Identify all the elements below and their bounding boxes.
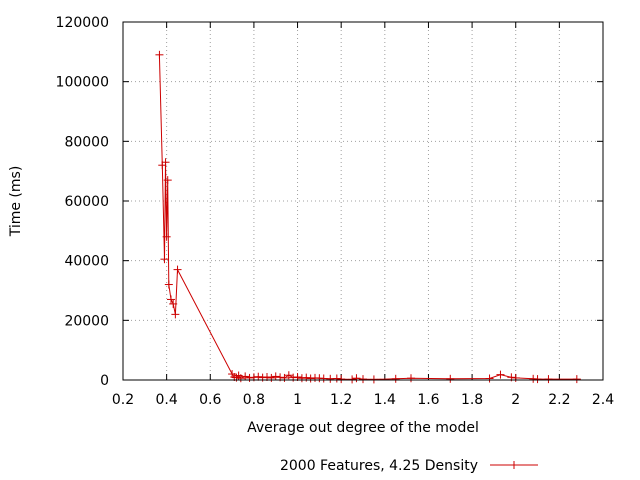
data-point [446, 374, 455, 383]
legend: 2000 Features, 4.25 Density [280, 458, 538, 474]
data-point [306, 374, 315, 383]
x-tick-label: 1.6 [417, 392, 439, 408]
data-point [271, 372, 280, 381]
x-tick-label: 0.4 [156, 392, 178, 408]
data-point [297, 374, 306, 383]
data-point [160, 255, 169, 264]
x-tick-label: 2 [511, 392, 520, 408]
data-point [391, 374, 400, 383]
x-tick-label: 1 [293, 392, 302, 408]
data-point [171, 310, 180, 319]
x-tick-label: 0.8 [243, 392, 265, 408]
data-point [241, 372, 250, 381]
data-point [533, 375, 542, 384]
data-point [544, 375, 553, 384]
y-tick-label: 100000 [56, 75, 109, 91]
x-tick-label: 2.4 [592, 392, 614, 408]
y-axis-title: Time (ms) [8, 166, 24, 238]
x-tick-label: 1.4 [374, 392, 396, 408]
x-axis-title: Average out degree of the model [247, 420, 479, 436]
data-point [496, 370, 505, 379]
x-tick-label: 0.2 [112, 392, 134, 408]
data-point [169, 299, 178, 308]
data-point [284, 371, 293, 380]
data-point [236, 374, 245, 383]
data-point [267, 373, 276, 382]
data-point [167, 295, 175, 304]
data-point [164, 280, 173, 289]
plot-frame [122, 21, 604, 381]
data-point [485, 374, 494, 383]
series-line [158, 54, 577, 380]
y-tick-label: 120000 [56, 15, 109, 31]
x-axis-tick-labels: 0.2 0.4 0.6 0.8 1 1.2 1.4 1.6 1.8 2 2.2 2.4 [112, 392, 614, 408]
y-tick-label: 40000 [64, 254, 109, 270]
legend-label: 2000 Features, 4.25 Density [280, 458, 478, 474]
data-point [359, 375, 367, 384]
data-point [162, 232, 171, 241]
x-tick-label: 0.6 [199, 392, 221, 408]
legend-marker [510, 461, 518, 469]
x-tick-label: 1.8 [461, 392, 483, 408]
data-point [280, 373, 289, 382]
data-point [352, 374, 361, 383]
data-point [407, 374, 415, 383]
data-point [337, 375, 346, 384]
data-point [155, 50, 164, 59]
data-point [369, 375, 378, 384]
data-point [254, 372, 263, 381]
data-point [572, 375, 581, 384]
y-tick-label: 60000 [64, 194, 109, 210]
x-tick-label: 1.2 [330, 392, 352, 408]
x-tick-label: 2.2 [548, 392, 570, 408]
data-point [348, 375, 357, 384]
data-point [173, 265, 182, 274]
data-point [245, 373, 254, 382]
data-point [161, 158, 170, 167]
grid-lines [123, 22, 603, 380]
y-tick-label: 20000 [64, 313, 109, 329]
y-axis-tick-labels: 0 20000 40000 60000 80000 100000 120000 [56, 15, 109, 389]
legend-plus-marker [510, 461, 518, 469]
y-tick-label: 0 [100, 373, 109, 389]
data-point [511, 373, 520, 382]
y-tick-label: 80000 [64, 134, 109, 150]
data-point [163, 176, 172, 185]
data-point [332, 374, 341, 383]
series-layer [155, 50, 581, 384]
